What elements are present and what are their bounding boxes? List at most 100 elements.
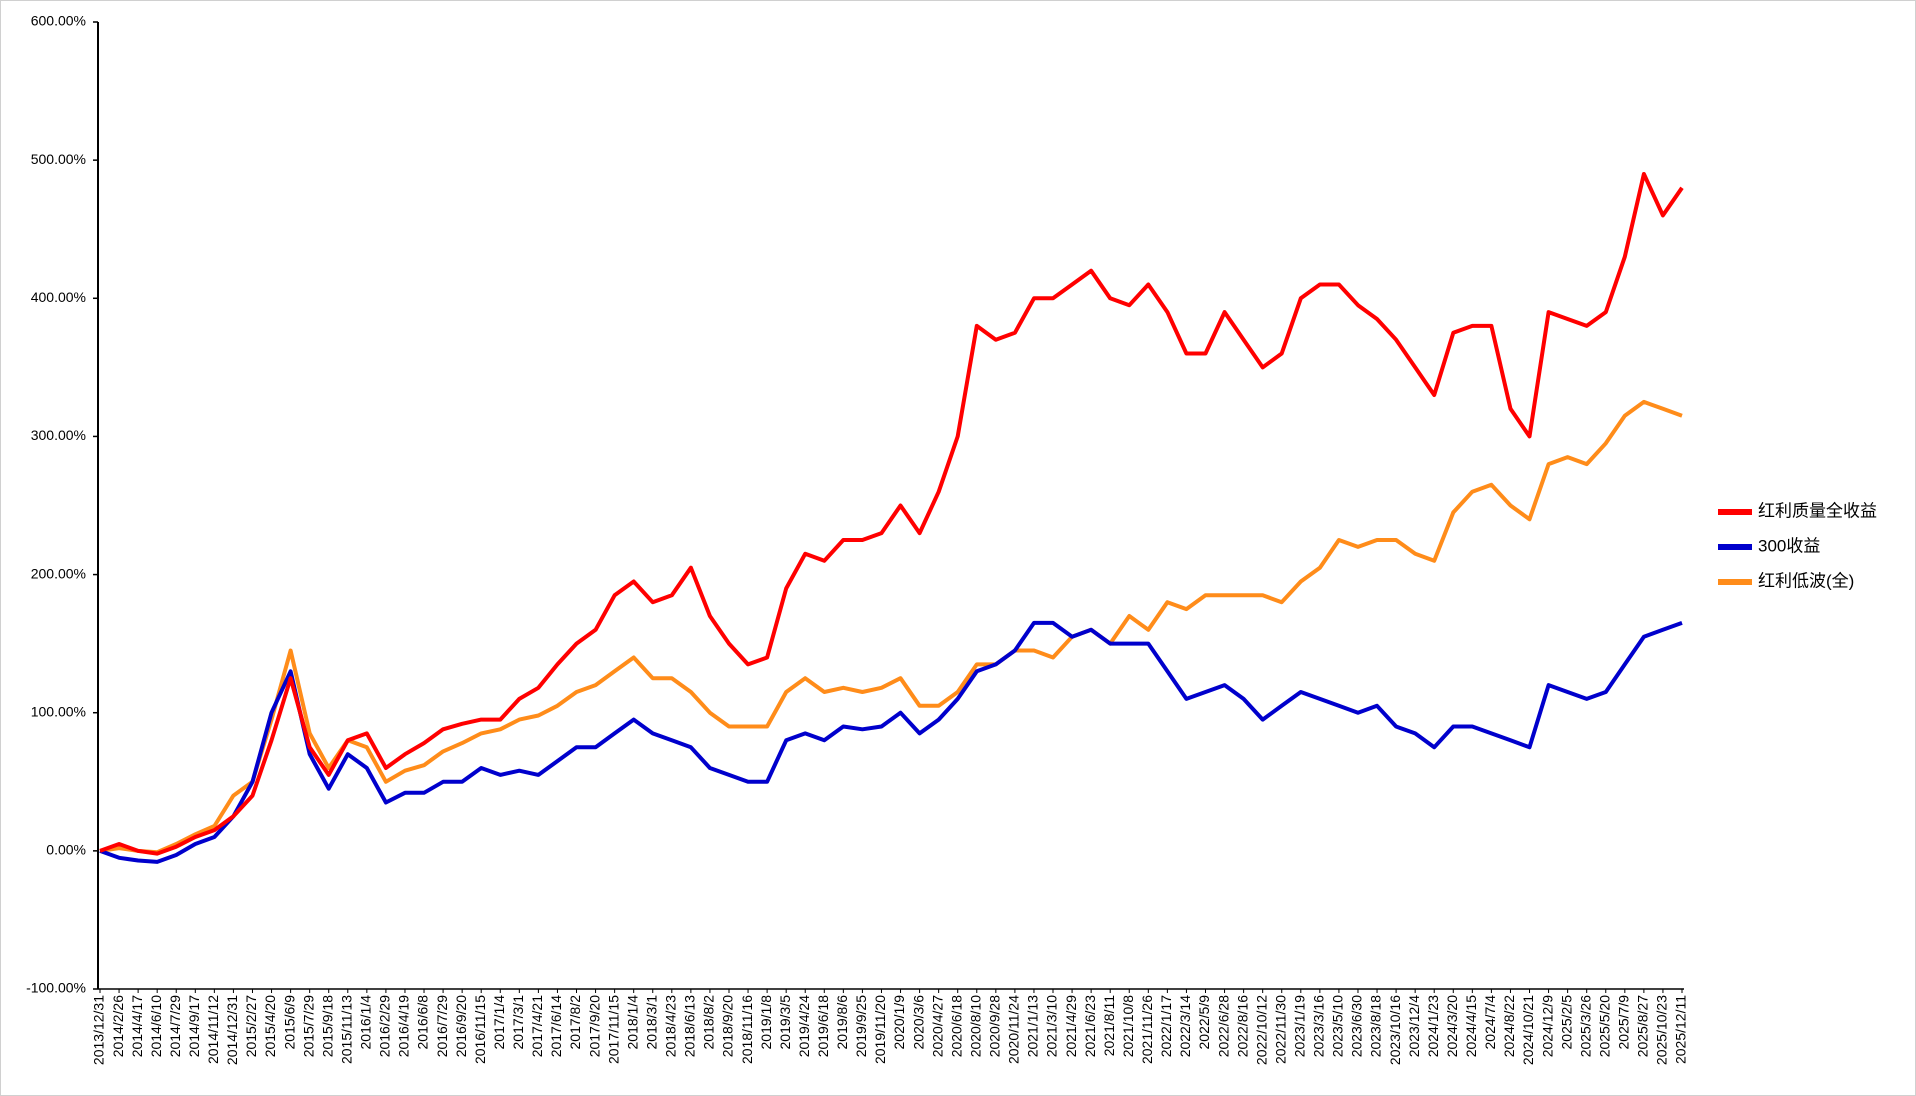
- x-tick-label: 2021/6/23: [1082, 995, 1098, 1057]
- x-tick-label: 2025/10/23: [1654, 995, 1670, 1065]
- series-line: [99, 172, 1684, 856]
- x-tick-label: 2014/4/17: [129, 995, 145, 1057]
- x-tick-label: 2019/4/24: [796, 995, 812, 1057]
- x-tick-label: 2025/5/20: [1596, 995, 1612, 1057]
- x-tick-label: 2019/9/25: [853, 995, 869, 1057]
- legend-label: 红利质量全收益: [1758, 501, 1877, 520]
- x-tick-label: 2017/1/4: [491, 995, 507, 1050]
- y-tick-label: 400.00%: [31, 289, 86, 305]
- x-tick-label: 2024/3/20: [1444, 995, 1460, 1057]
- x-tick-label: 2017/4/21: [529, 995, 545, 1057]
- x-tick-label: 2014/7/29: [167, 995, 183, 1057]
- x-tick-label: 2019/3/5: [777, 995, 793, 1050]
- series-line: [99, 399, 1683, 855]
- x-tick-label: 2019/1/8: [758, 995, 774, 1050]
- y-tick-label: 100.00%: [31, 703, 86, 719]
- x-tick-label: 2016/6/8: [415, 995, 431, 1050]
- x-tick-label: 2020/9/28: [987, 995, 1003, 1057]
- x-tick-label: 2023/5/10: [1330, 995, 1346, 1057]
- x-tick-label: 2018/4/23: [663, 995, 679, 1057]
- x-tick-label: 2025/2/5: [1558, 995, 1574, 1050]
- x-tick-label: 2015/11/13: [338, 995, 354, 1064]
- x-tick-label: 2024/4/15: [1463, 995, 1479, 1057]
- x-tick-label: 2014/12/31: [224, 995, 240, 1065]
- x-tick-label: 2016/9/20: [453, 995, 469, 1057]
- x-tick-label: 2024/12/9: [1539, 995, 1555, 1057]
- x-tick-label: 2018/6/13: [682, 995, 698, 1057]
- y-tick-label: -100.00%: [26, 980, 86, 996]
- x-tick-label: 2024/8/22: [1501, 995, 1517, 1057]
- x-tick-label: 2015/6/9: [281, 995, 297, 1050]
- y-tick-label: 300.00%: [31, 427, 86, 443]
- x-tick-label: 2019/8/6: [834, 995, 850, 1050]
- x-tick-label: 2022/8/16: [1234, 995, 1250, 1057]
- y-tick-label: 0.00%: [46, 842, 86, 858]
- x-tick-label: 2020/4/27: [929, 995, 945, 1057]
- x-tick-label: 2018/8/2: [701, 995, 717, 1050]
- legend-label: 红利低波(全): [1758, 571, 1854, 590]
- x-tick-label: 2016/7/29: [434, 995, 450, 1057]
- x-tick-label: 2018/3/1: [643, 995, 659, 1050]
- x-tick-label: 2020/3/6: [910, 995, 926, 1050]
- x-tick-label: 2020/11/24: [1006, 995, 1022, 1064]
- y-tick-label: 200.00%: [31, 565, 86, 581]
- x-tick-label: 2021/3/10: [1044, 995, 1060, 1057]
- x-tick-label: 2014/11/12: [205, 995, 221, 1064]
- x-tick-label: 2015/9/18: [319, 995, 335, 1057]
- x-tick-label: 2016/2/29: [377, 995, 393, 1057]
- x-tick-label: 2014/6/10: [148, 995, 164, 1057]
- x-tick-label: 2025/12/11: [1673, 995, 1689, 1064]
- x-tick-label: 2022/5/9: [1196, 995, 1212, 1050]
- x-tick-label: 2023/1/19: [1291, 995, 1307, 1057]
- x-tick-label: 2016/1/4: [358, 995, 374, 1050]
- x-tick-label: 2016/4/19: [396, 995, 412, 1057]
- x-tick-label: 2019/6/18: [815, 995, 831, 1057]
- x-tick-label: 2021/1/13: [1025, 995, 1041, 1057]
- x-tick-label: 2025/7/9: [1616, 995, 1632, 1050]
- x-tick-label: 2023/3/16: [1311, 995, 1327, 1057]
- x-tick-label: 2024/10/21: [1520, 995, 1536, 1065]
- x-tick-label: 2022/1/17: [1158, 995, 1174, 1057]
- x-tick-label: 2023/6/30: [1349, 995, 1365, 1057]
- x-tick-label: 2015/7/29: [300, 995, 316, 1057]
- x-tick-label: 2021/4/29: [1063, 995, 1079, 1057]
- x-tick-label: 2015/2/27: [243, 995, 259, 1057]
- x-tick-label: 2018/9/20: [720, 995, 736, 1057]
- x-tick-label: 2020/1/9: [891, 995, 907, 1050]
- x-tick-label: 2018/11/16: [739, 995, 755, 1064]
- x-tick-label: 2023/10/16: [1387, 995, 1403, 1065]
- x-tick-label: 2022/11/30: [1272, 995, 1288, 1064]
- x-tick-label: 2024/7/4: [1482, 995, 1498, 1050]
- x-tick-label: 2019/11/20: [872, 995, 888, 1064]
- x-tick-label: 2021/11/26: [1139, 995, 1155, 1064]
- x-tick-label: 2022/6/28: [1215, 995, 1231, 1057]
- x-tick-label: 2017/3/1: [510, 995, 526, 1050]
- x-tick-label: 2021/10/8: [1120, 995, 1136, 1057]
- x-tick-label: 2024/1/23: [1425, 995, 1441, 1057]
- x-tick-label: 2022/10/12: [1253, 995, 1269, 1065]
- x-tick-label: 2013/12/31: [91, 995, 107, 1065]
- x-tick-label: 2022/3/14: [1177, 995, 1193, 1057]
- x-tick-label: 2020/6/18: [948, 995, 964, 1057]
- series-line: [99, 620, 1683, 864]
- x-tick-label: 2018/1/4: [624, 995, 640, 1050]
- x-tick-label: 2014/9/17: [186, 995, 202, 1057]
- x-tick-label: 2015/4/20: [262, 995, 278, 1057]
- x-tick-label: 2020/8/10: [967, 995, 983, 1057]
- x-tick-label: 2023/12/4: [1406, 995, 1422, 1057]
- y-tick-label: 500.00%: [31, 151, 86, 167]
- x-tick-label: 2025/3/26: [1577, 995, 1593, 1057]
- x-tick-label: 2017/6/14: [548, 995, 564, 1057]
- x-tick-label: 2016/11/15: [472, 995, 488, 1064]
- y-tick-label: 600.00%: [31, 13, 86, 29]
- x-tick-label: 2014/2/26: [110, 995, 126, 1057]
- x-tick-label: 2025/8/27: [1635, 995, 1651, 1057]
- x-tick-label: 2017/9/20: [586, 995, 602, 1057]
- x-tick-label: 2017/8/2: [567, 995, 583, 1050]
- legend-label: 300收益: [1758, 536, 1820, 555]
- x-tick-label: 2017/11/15: [605, 995, 621, 1064]
- x-tick-label: 2023/8/18: [1368, 995, 1384, 1057]
- x-tick-label: 2021/8/11: [1101, 995, 1117, 1056]
